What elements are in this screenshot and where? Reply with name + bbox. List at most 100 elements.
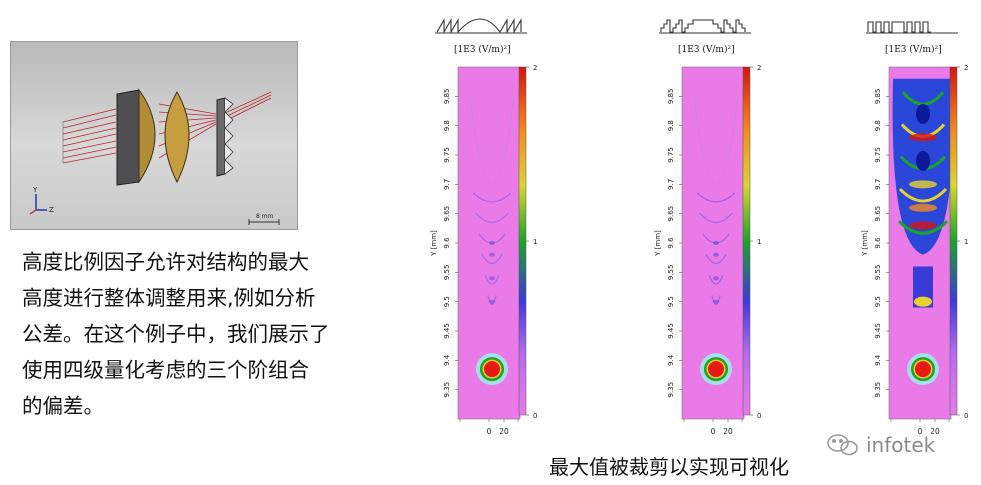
pattern-arc (469, 96, 515, 185)
y-tick-label: 9.45 (874, 323, 882, 339)
pattern-arc (699, 213, 733, 223)
unit-label: [1E3 (V/m)²] (454, 44, 511, 55)
y-tick-label: 9.85 (667, 89, 675, 105)
x-tick-label: 0 (487, 427, 492, 436)
pattern-arc (705, 254, 727, 265)
y-tick-label: 9.5 (667, 296, 675, 307)
scale-bar-label: 8 mm (256, 213, 274, 220)
y-tick-label: 9.7 (443, 179, 451, 190)
y-axis-label: Y [mm] (654, 230, 662, 257)
profile-outline (660, 19, 746, 33)
y-tick-label: 9.65 (874, 206, 882, 222)
y-tick-label: 9.6 (443, 237, 451, 249)
pattern-dark-lobe (916, 150, 930, 171)
field-plot-3: [1E3 (V/m)²] 9.35 9.4 9.45 9.5 9.55 9.6 9.65 9.7… (861, 21, 968, 436)
pattern-spot (489, 241, 495, 245)
colorbar (518, 66, 527, 416)
y-tick-label: 9.8 (667, 120, 675, 131)
y-tick-label: 9.5 (874, 296, 882, 307)
pattern-spot (713, 299, 719, 304)
pattern-spot (914, 296, 932, 307)
infotek-logo: infotek (822, 429, 962, 461)
pattern-arc (484, 274, 500, 285)
pattern-column (913, 266, 933, 308)
pattern-arc (693, 96, 739, 185)
description-line: 高度进行整体调整用来,例如分析 (22, 286, 316, 310)
pattern-arc (481, 254, 503, 265)
interference-pattern (892, 78, 954, 308)
wechat-logo-icon (827, 434, 858, 456)
description-text: 高度比例因子允许对结构的最大 高度进行整体调整用来,例如分析 公差。在这个例子中… (22, 244, 402, 424)
field-plot-2: [1E3 (V/m)²] 9.35 9.4 9.45 9.5 9.55 9.6 9.65 9.7… (654, 19, 761, 436)
x-tick-label: 20 (723, 427, 733, 436)
colorbar-tick-label: 2 (964, 64, 968, 72)
caption: 最大值被裁剪以实现可视化 (549, 455, 789, 479)
unit-label: [1E3 (V/m)²] (885, 44, 942, 55)
optical-setup-3d-view: Y Z 8 mm (10, 41, 298, 230)
description-line: 高度比例因子允许对结构的最大 (22, 250, 309, 274)
y-tick-label: 9.4 (443, 354, 451, 366)
colorbar-tick-label: 0 (964, 412, 968, 420)
axis-z-label: Z (49, 206, 54, 214)
x-tick-label: 20 (499, 427, 509, 436)
y-axis-label: Y [mm] (430, 230, 438, 257)
pattern-spot (713, 276, 719, 281)
logo-text: infotek (866, 433, 936, 457)
axis-triad: Y Z (29, 186, 54, 215)
focus-spot (484, 361, 500, 378)
pattern-hot-band (909, 203, 937, 212)
description-line: 的偏差。 (22, 394, 104, 418)
y-tick-label: 9.45 (443, 323, 451, 339)
pattern-band (897, 220, 949, 235)
unit-label: [1E3 (V/m)²] (678, 44, 735, 55)
colorbar-tick-label: 2 (533, 64, 537, 72)
y-tick-label: 9.4 (874, 354, 882, 366)
interference-pattern (693, 96, 739, 306)
x-tick-label: 0 (918, 427, 923, 436)
y-tick-label: 9.75 (874, 147, 882, 163)
pattern-hot-band (909, 221, 937, 230)
colorbar-tick-label: 1 (757, 238, 761, 246)
colorbar (742, 66, 751, 416)
pattern-hot-band (909, 133, 937, 142)
optical-setup-drawing: Y Z 8 mm (29, 88, 280, 225)
pattern-arc (708, 274, 724, 285)
pattern-hot-band (909, 180, 937, 189)
colorbar-tick-label: 2 (757, 64, 761, 72)
focus-spot (915, 361, 931, 378)
y-tick-label: 9.55 (667, 265, 675, 281)
description-line: 使用四级量化考虑的三个阶组合 (22, 358, 309, 382)
pattern-arc (475, 213, 509, 223)
biconvex-lens (164, 90, 190, 184)
pattern-spot (713, 252, 719, 257)
colorbar (949, 66, 958, 416)
colorbar-tick-label: 1 (964, 238, 968, 246)
y-tick-label: 9.8 (874, 120, 882, 131)
four-level-staircase-profile-icon (659, 19, 751, 34)
profile-outline (436, 17, 522, 35)
y-tick-label: 9.35 (874, 382, 882, 398)
scale-bar: 8 mm (248, 213, 280, 225)
pattern-arc (472, 192, 512, 203)
y-tick-label: 9.7 (874, 179, 882, 190)
description-line: 公差。在这个例子中，我们展示了 (22, 322, 330, 346)
y-tick-label: 9.8 (443, 120, 451, 131)
x-tick-label: 0 (711, 427, 716, 436)
diffractive-surface (224, 97, 234, 175)
focus-spot (708, 361, 724, 378)
pattern-band (898, 187, 948, 203)
pattern-spot (489, 276, 495, 281)
y-tick-label: 9.55 (443, 265, 451, 281)
interference-pattern (469, 96, 515, 306)
axis-y-label: Y (32, 186, 38, 194)
y-tick-label: 9.6 (667, 237, 675, 249)
pattern-arc (478, 233, 506, 244)
y-tick-label: 9.6 (874, 237, 882, 249)
binary-step-profile-icon (866, 21, 958, 34)
pattern-spot (489, 252, 495, 257)
y-tick-label: 9.75 (443, 147, 451, 163)
field-plot-1: [1E3 (V/m)²] 9.35 9.4 9.45 9.5 9.55 9.6 9.65 9.7… (430, 17, 537, 436)
colorbar-tick-label: 0 (757, 412, 761, 420)
pattern-arc (696, 192, 736, 203)
